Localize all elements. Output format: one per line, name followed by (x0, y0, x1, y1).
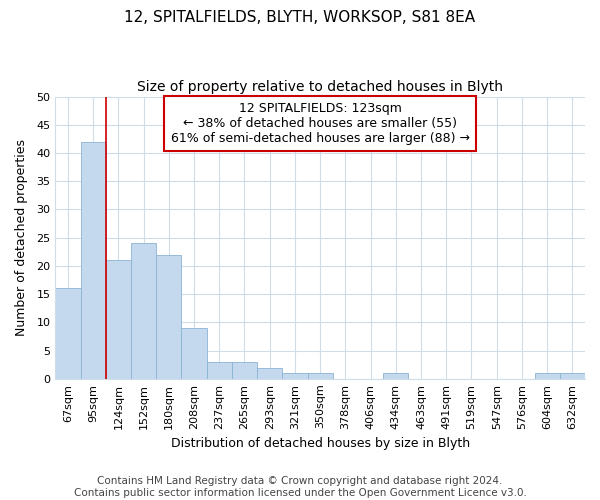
Bar (257, 368, 283, 379)
Y-axis label: Number of detached properties: Number of detached properties (15, 139, 28, 336)
Bar (383, 373, 409, 379)
Bar (181, 328, 206, 379)
Bar (131, 244, 156, 379)
Bar (535, 373, 560, 379)
Text: 12 SPITALFIELDS: 123sqm
← 38% of detached houses are smaller (55)
61% of semi-de: 12 SPITALFIELDS: 123sqm ← 38% of detache… (170, 102, 470, 145)
Bar (80, 142, 106, 379)
Text: 12, SPITALFIELDS, BLYTH, WORKSOP, S81 8EA: 12, SPITALFIELDS, BLYTH, WORKSOP, S81 8E… (124, 10, 476, 25)
Bar (55, 288, 80, 379)
X-axis label: Distribution of detached houses by size in Blyth: Distribution of detached houses by size … (170, 437, 470, 450)
Text: Contains HM Land Registry data © Crown copyright and database right 2024.
Contai: Contains HM Land Registry data © Crown c… (74, 476, 526, 498)
Bar (283, 373, 308, 379)
Bar (106, 260, 131, 379)
Bar (232, 362, 257, 379)
Bar (206, 362, 232, 379)
Bar (308, 373, 333, 379)
Title: Size of property relative to detached houses in Blyth: Size of property relative to detached ho… (137, 80, 503, 94)
Bar (156, 254, 181, 379)
Bar (560, 373, 585, 379)
